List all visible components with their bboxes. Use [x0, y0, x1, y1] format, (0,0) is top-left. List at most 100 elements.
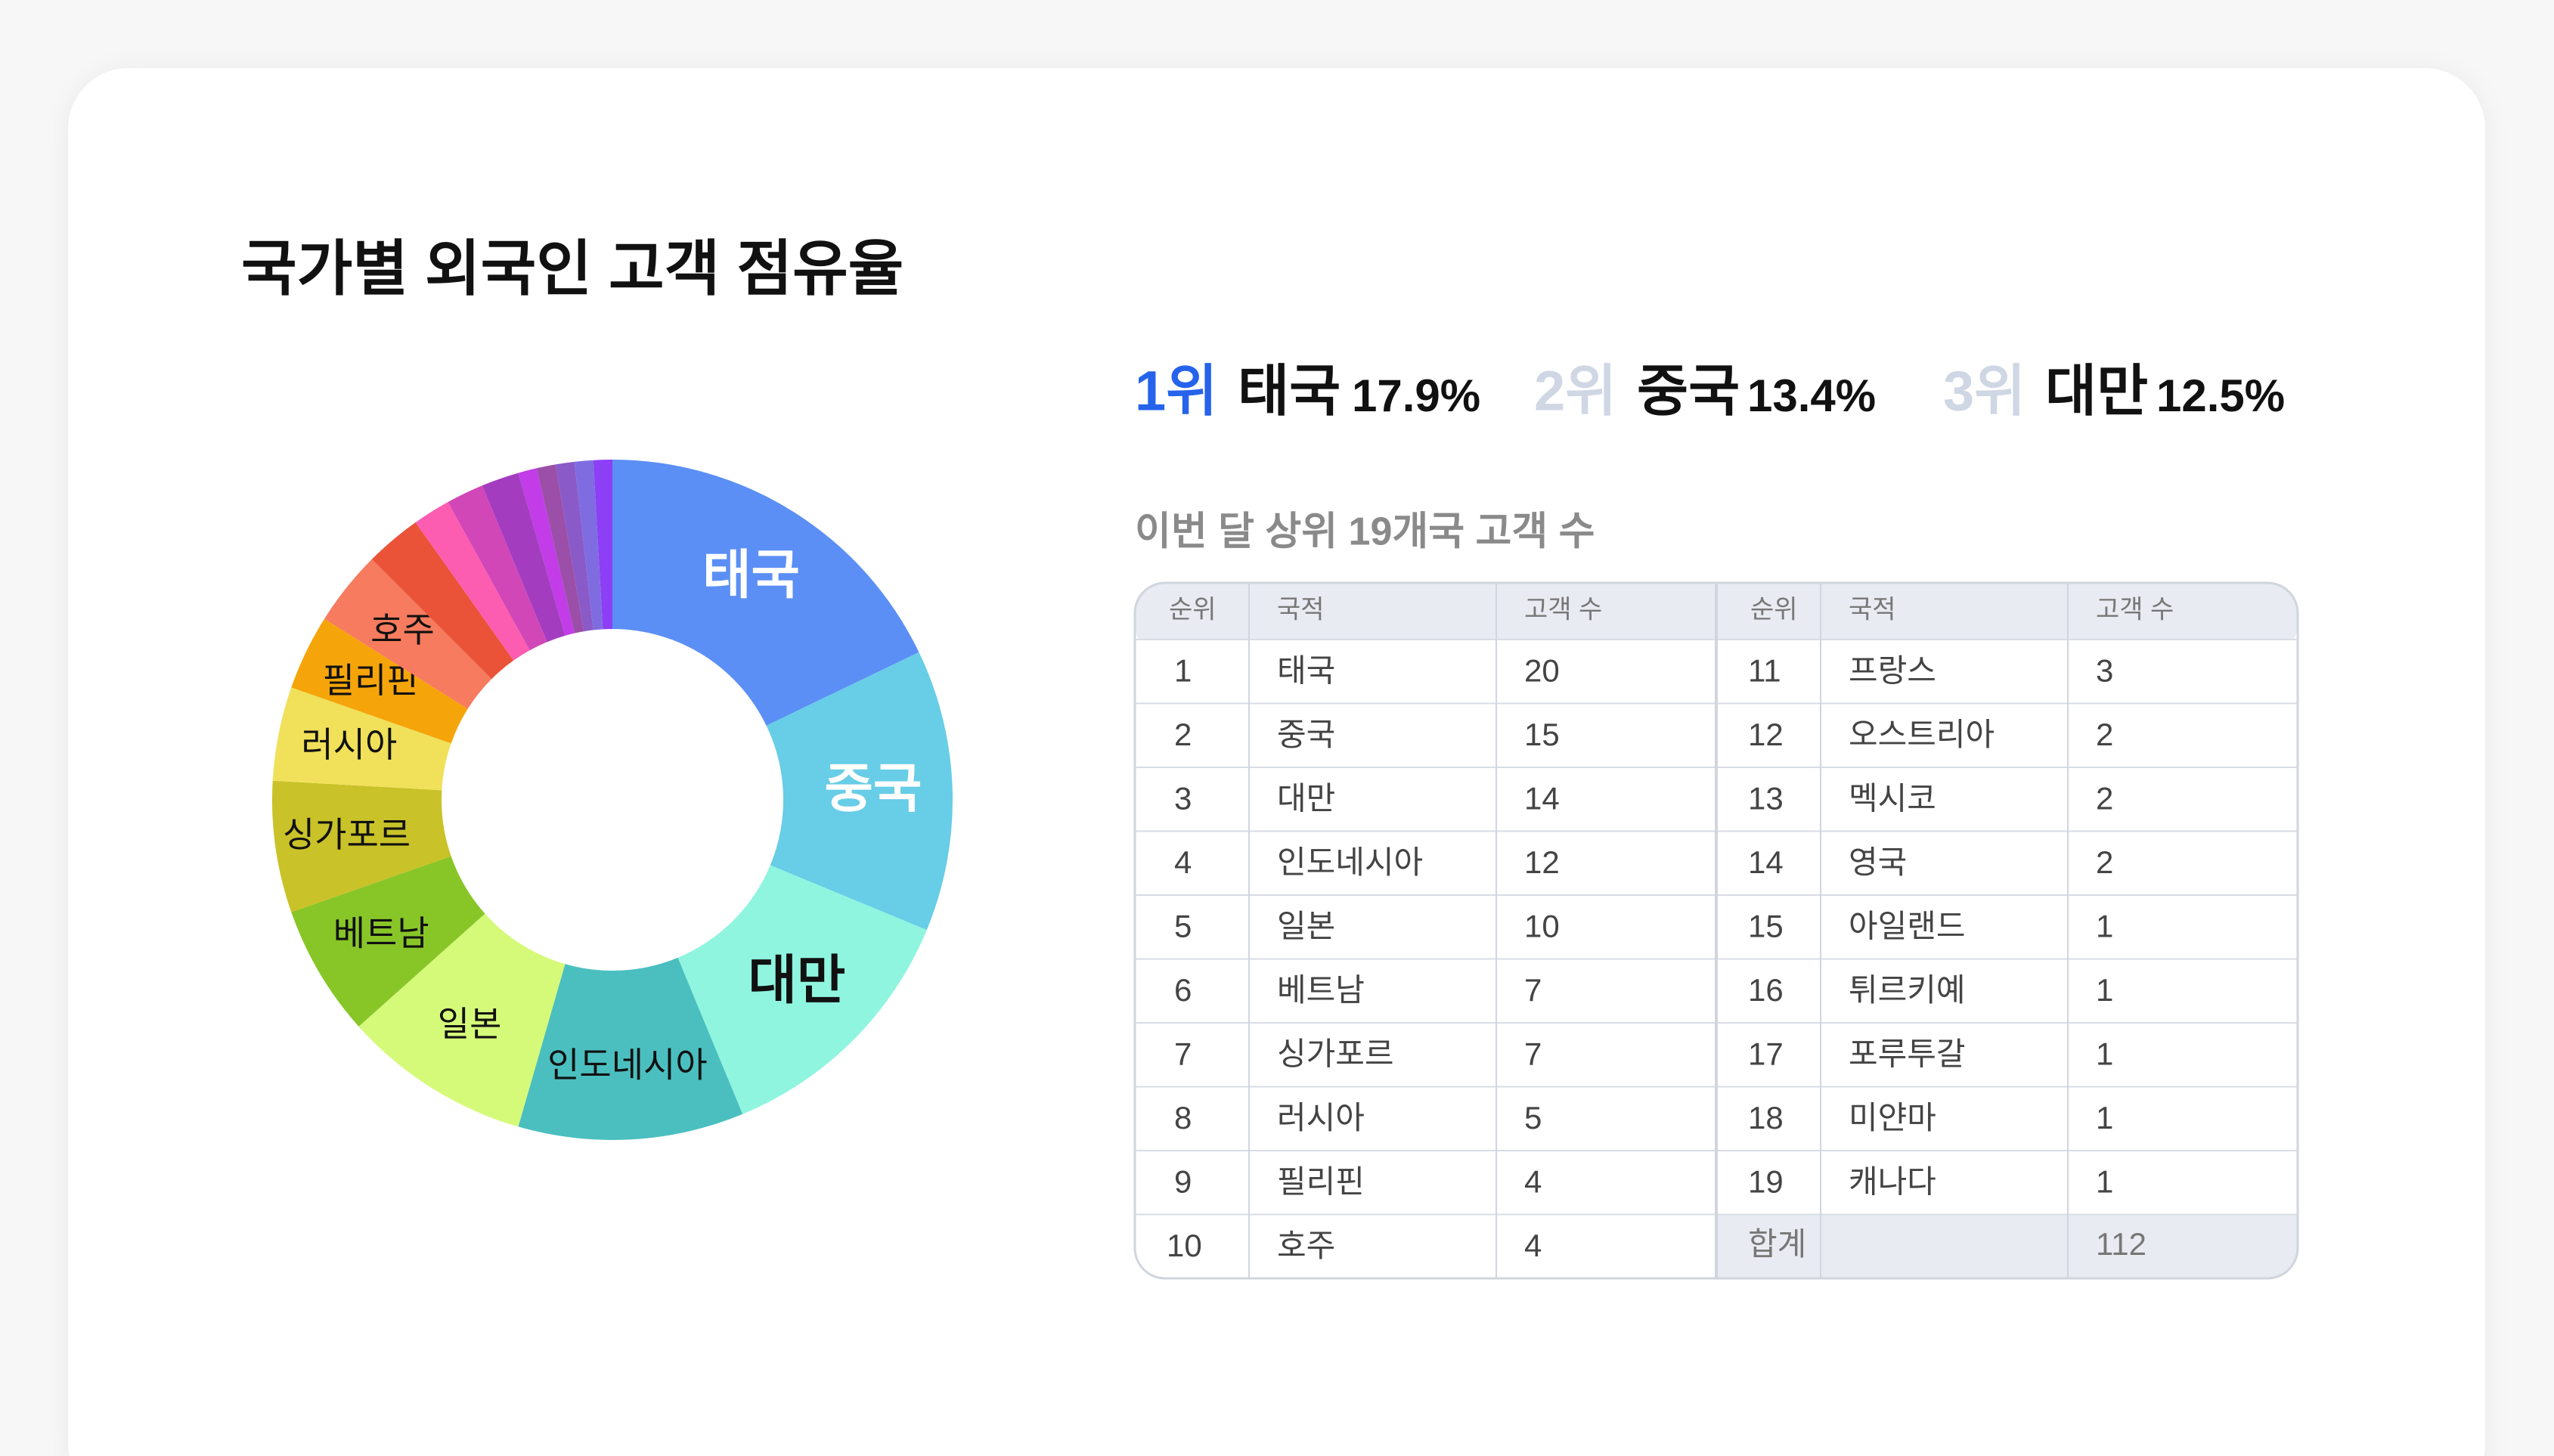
title: 국가별 외국인 고객 점유율 — [241, 235, 904, 302]
table-count: 7 — [1524, 1036, 1542, 1071]
table-country: 호주 — [1277, 1228, 1335, 1263]
slice-label: 중국 — [824, 759, 922, 818]
donut-slice — [518, 957, 743, 1141]
table-country: 대만 — [1277, 780, 1335, 816]
top-name: 대만 — [2045, 360, 2148, 423]
table-country: 영국 — [1849, 844, 1907, 880]
table-count: 12 — [1524, 844, 1560, 880]
donut-slice — [415, 502, 530, 661]
table-header: 순위 — [1169, 595, 1217, 624]
donut-slice — [371, 522, 514, 680]
table-count: 2 — [2096, 780, 2113, 816]
table-count: 10 — [1524, 908, 1560, 943]
table-count: 15 — [1524, 717, 1560, 752]
donut-slice — [448, 485, 547, 651]
table-count: 7 — [1524, 972, 1542, 1008]
slice-label: 일본 — [438, 1005, 502, 1044]
table-count: 5 — [1524, 1100, 1542, 1135]
table-country: 아일랜드 — [1849, 908, 1966, 943]
slice-label: 대만 — [749, 950, 846, 1009]
top-name: 태국 — [1238, 360, 1341, 423]
table-country: 태국 — [1277, 652, 1335, 688]
table-count: 1 — [2096, 1100, 2113, 1135]
slice-label: 인도네시아 — [547, 1046, 708, 1085]
table-rank: 11 — [1748, 652, 1781, 688]
table-rank: 6 — [1174, 972, 1192, 1008]
table-count: 2 — [2096, 844, 2113, 880]
table-header: 고객 수 — [1524, 595, 1602, 624]
top-rank: 1위 — [1135, 360, 1217, 423]
table-country: 러시아 — [1277, 1100, 1365, 1135]
table-country: 오스트리아 — [1849, 717, 1995, 752]
table-rank: 18 — [1748, 1100, 1784, 1135]
table-country: 포루투갈 — [1849, 1036, 1966, 1071]
table-total-label: 합계 — [1748, 1226, 1806, 1262]
donut-slice — [536, 464, 584, 634]
table-count: 1 — [2096, 972, 2113, 1008]
table-rank: 5 — [1174, 908, 1192, 943]
table-header: 국적 — [1849, 595, 1896, 624]
table-count: 1 — [2096, 908, 2113, 943]
top-rank: 2위 — [1534, 360, 1616, 423]
table-rank: 2 — [1174, 717, 1192, 752]
donut-slice — [324, 559, 492, 709]
table-rank: 15 — [1748, 908, 1784, 943]
slice-label: 베트남 — [333, 914, 429, 953]
donut-slice — [574, 460, 603, 630]
donut-slice — [291, 856, 485, 1027]
donut-slice — [272, 780, 451, 912]
donut-slice — [482, 472, 566, 643]
table-country: 중국 — [1277, 717, 1335, 752]
donut-slice — [555, 461, 594, 632]
slice-label: 싱가포르 — [283, 815, 411, 854]
table-country: 필리핀 — [1277, 1163, 1365, 1199]
table-title: 이번 달 상위 19개국 고객 수 — [1135, 510, 1595, 554]
table-total-bg3 — [1716, 1214, 2298, 1245]
donut-slice — [272, 687, 451, 791]
table-count: 14 — [1524, 780, 1560, 816]
table-country: 미얀마 — [1849, 1100, 1936, 1135]
top-share: 12.5% — [2156, 370, 2285, 421]
table-country: 싱가포르 — [1277, 1036, 1394, 1071]
donut-slice — [612, 460, 919, 726]
slice-label: 호주 — [370, 610, 435, 649]
table-country: 캐나다 — [1849, 1163, 1936, 1199]
table-rank: 1 — [1174, 652, 1192, 688]
table-rank: 10 — [1167, 1228, 1202, 1263]
table-header: 고객 수 — [2096, 595, 2174, 624]
top-name: 중국 — [1637, 360, 1740, 423]
table-count: 4 — [1524, 1163, 1542, 1199]
table-rank: 17 — [1748, 1036, 1784, 1071]
table-rank: 9 — [1174, 1163, 1192, 1199]
table-body-bottom — [1135, 1210, 1716, 1278]
table-country: 인도네시아 — [1277, 844, 1423, 880]
slice-label: 러시아 — [301, 725, 397, 764]
donut-slice — [291, 618, 468, 744]
table-count: 3 — [2096, 652, 2113, 688]
table-count: 20 — [1524, 652, 1560, 688]
table-rank: 12 — [1748, 717, 1784, 752]
table-count: 4 — [1524, 1228, 1542, 1263]
table-rank: 7 — [1174, 1036, 1192, 1071]
table-count: 1 — [2096, 1163, 2113, 1199]
table-rank: 16 — [1748, 972, 1784, 1008]
table-rank: 3 — [1174, 780, 1192, 816]
table-header: 국적 — [1277, 595, 1325, 624]
table-total: 112 — [2096, 1226, 2146, 1262]
donut-slice — [677, 865, 927, 1114]
top-share: 13.4% — [1747, 370, 1876, 421]
table-country: 일본 — [1277, 908, 1335, 943]
table-country: 프랑스 — [1849, 652, 1936, 688]
table-rank: 4 — [1174, 844, 1192, 880]
donut-slice — [518, 468, 575, 636]
slice-label: 태국 — [702, 545, 800, 604]
table-country: 멕시코 — [1849, 780, 1936, 816]
donut-slice — [766, 652, 953, 931]
donut-slice — [358, 913, 566, 1127]
table-rank: 14 — [1748, 844, 1784, 880]
donut-slice — [593, 460, 612, 630]
table-count: 1 — [2096, 1036, 2113, 1071]
table-country: 튀르키예 — [1849, 972, 1966, 1008]
